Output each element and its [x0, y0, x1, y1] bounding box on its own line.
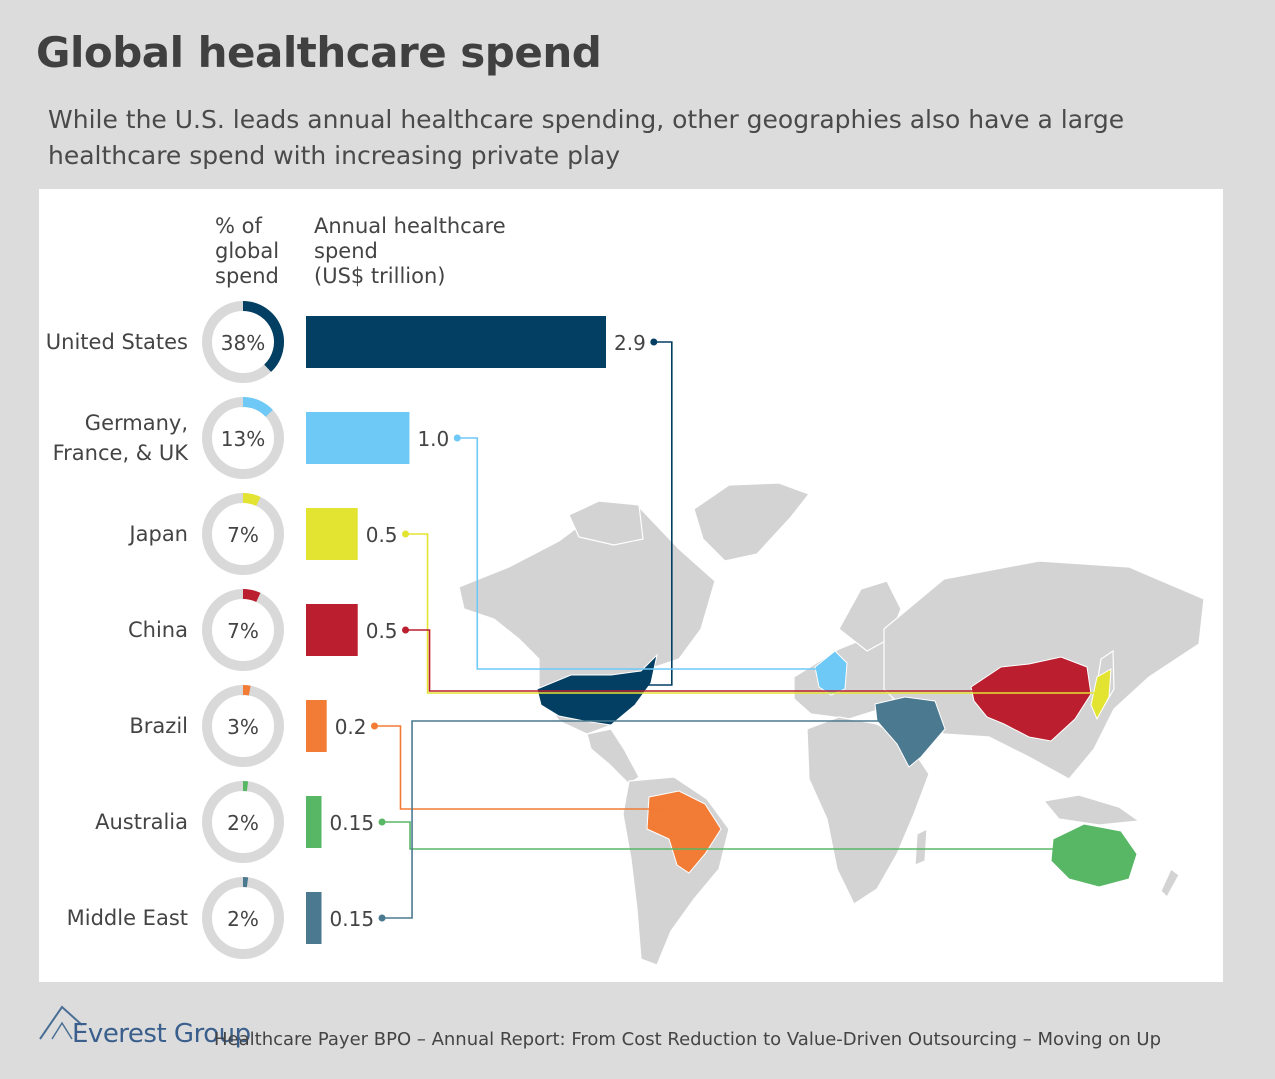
map-africa	[806, 716, 930, 905]
category-label: Middle East	[67, 906, 188, 930]
category-label: United States	[46, 330, 188, 354]
value-label: 0.15	[330, 907, 375, 931]
row-4: Brazil 3% 0.2	[129, 685, 367, 767]
share-label: 3%	[227, 715, 259, 739]
value-label: 2.9	[614, 331, 646, 355]
category-label: China	[128, 618, 188, 642]
connector-line	[382, 720, 887, 919]
connector-line	[405, 533, 1099, 694]
category-label-line: Brazil	[129, 714, 188, 738]
row-1: Germany, France, & UK 13% 1.0	[53, 397, 449, 479]
map-region-6	[874, 696, 946, 768]
row-6: Middle East 2% 0.15	[67, 877, 375, 959]
source-note: Healthcare Payer BPO – Annual Report: Fr…	[214, 1029, 1162, 1050]
share-label: 7%	[227, 523, 259, 547]
category-label-line: Middle East	[67, 906, 188, 930]
row-3: China 7% 0.5	[128, 589, 398, 671]
map-indonesia	[1042, 794, 1141, 826]
share-label: 13%	[221, 427, 265, 451]
connector-line	[457, 437, 817, 670]
category-label: Brazil	[129, 714, 188, 738]
donut-segment	[242, 685, 251, 696]
bar	[306, 316, 606, 368]
chart-rows: United States 38% 2.9 Germany, France, & UK 1…	[46, 301, 646, 959]
map-region-2	[1090, 668, 1112, 721]
map-region-0	[536, 653, 658, 726]
bar	[306, 892, 322, 944]
bar	[306, 604, 358, 656]
category-label-line: Germany,	[85, 411, 188, 435]
share-label: 7%	[227, 619, 259, 643]
healthcare-spend-chart: United States 38% 2.9 Germany, France, & UK 1…	[46, 301, 1205, 966]
map-region-1	[814, 650, 848, 696]
share-label: 2%	[227, 811, 259, 835]
connector-line	[382, 821, 1059, 850]
share-label: 38%	[221, 331, 265, 355]
map-greenland	[693, 482, 810, 562]
donut-segment	[242, 493, 261, 507]
bar	[306, 700, 327, 752]
map-region-4	[646, 790, 722, 874]
bar	[306, 412, 410, 464]
donut-segment	[242, 589, 261, 603]
bar	[306, 796, 322, 848]
map-new-zealand	[1160, 868, 1180, 898]
category-label: Japan	[127, 522, 188, 546]
donut-segment	[242, 397, 273, 417]
everest-group-logo: Everest Group	[72, 1019, 251, 1049]
donut-segment	[242, 301, 284, 372]
connector-line	[405, 629, 1027, 692]
value-label: 0.5	[366, 619, 398, 643]
map-region-3	[970, 656, 1092, 742]
category-label-line: China	[128, 618, 188, 642]
category-label-line: France, & UK	[53, 441, 190, 465]
chart-subtitle: While the U.S. leads annual healthcare s…	[48, 105, 1125, 170]
bar	[306, 508, 358, 560]
row-2: Japan 7% 0.5	[127, 493, 398, 575]
map-arctic-islands	[568, 500, 644, 546]
map-region-5	[1050, 823, 1138, 888]
share-label: 2%	[227, 907, 259, 931]
category-label: Australia	[95, 810, 188, 834]
connector-line	[595, 341, 673, 686]
chart-title: Global healthcare spend	[36, 28, 602, 77]
category-label: Germany, France, & UK	[53, 411, 190, 465]
map-central-america	[586, 728, 640, 785]
connector-line	[374, 725, 667, 810]
spend-column-header: Annual healthcare spend (US$ trillion)	[314, 214, 506, 288]
value-label: 1.0	[417, 427, 449, 451]
row-5: Australia 2% 0.15	[95, 781, 375, 863]
value-label: 0.15	[330, 811, 375, 835]
everest-logo-icon	[39, 1005, 83, 1040]
category-label-line: Australia	[95, 810, 188, 834]
chart-panel: % of global spend Annual healthcare spen…	[39, 189, 1223, 982]
category-label-line: Japan	[127, 522, 188, 546]
world-map	[458, 482, 1205, 966]
value-label: 0.5	[366, 523, 398, 547]
value-label: 0.2	[335, 715, 367, 739]
category-label-line: United States	[46, 330, 188, 354]
row-0: United States 38% 2.9	[46, 301, 646, 383]
footer: Everest Group Healthcare Payer BPO – Ann…	[38, 1003, 1268, 1063]
connector-lines	[371, 338, 1099, 922]
map-madagascar	[914, 827, 928, 866]
share-column-header: % of global spend	[215, 214, 280, 288]
